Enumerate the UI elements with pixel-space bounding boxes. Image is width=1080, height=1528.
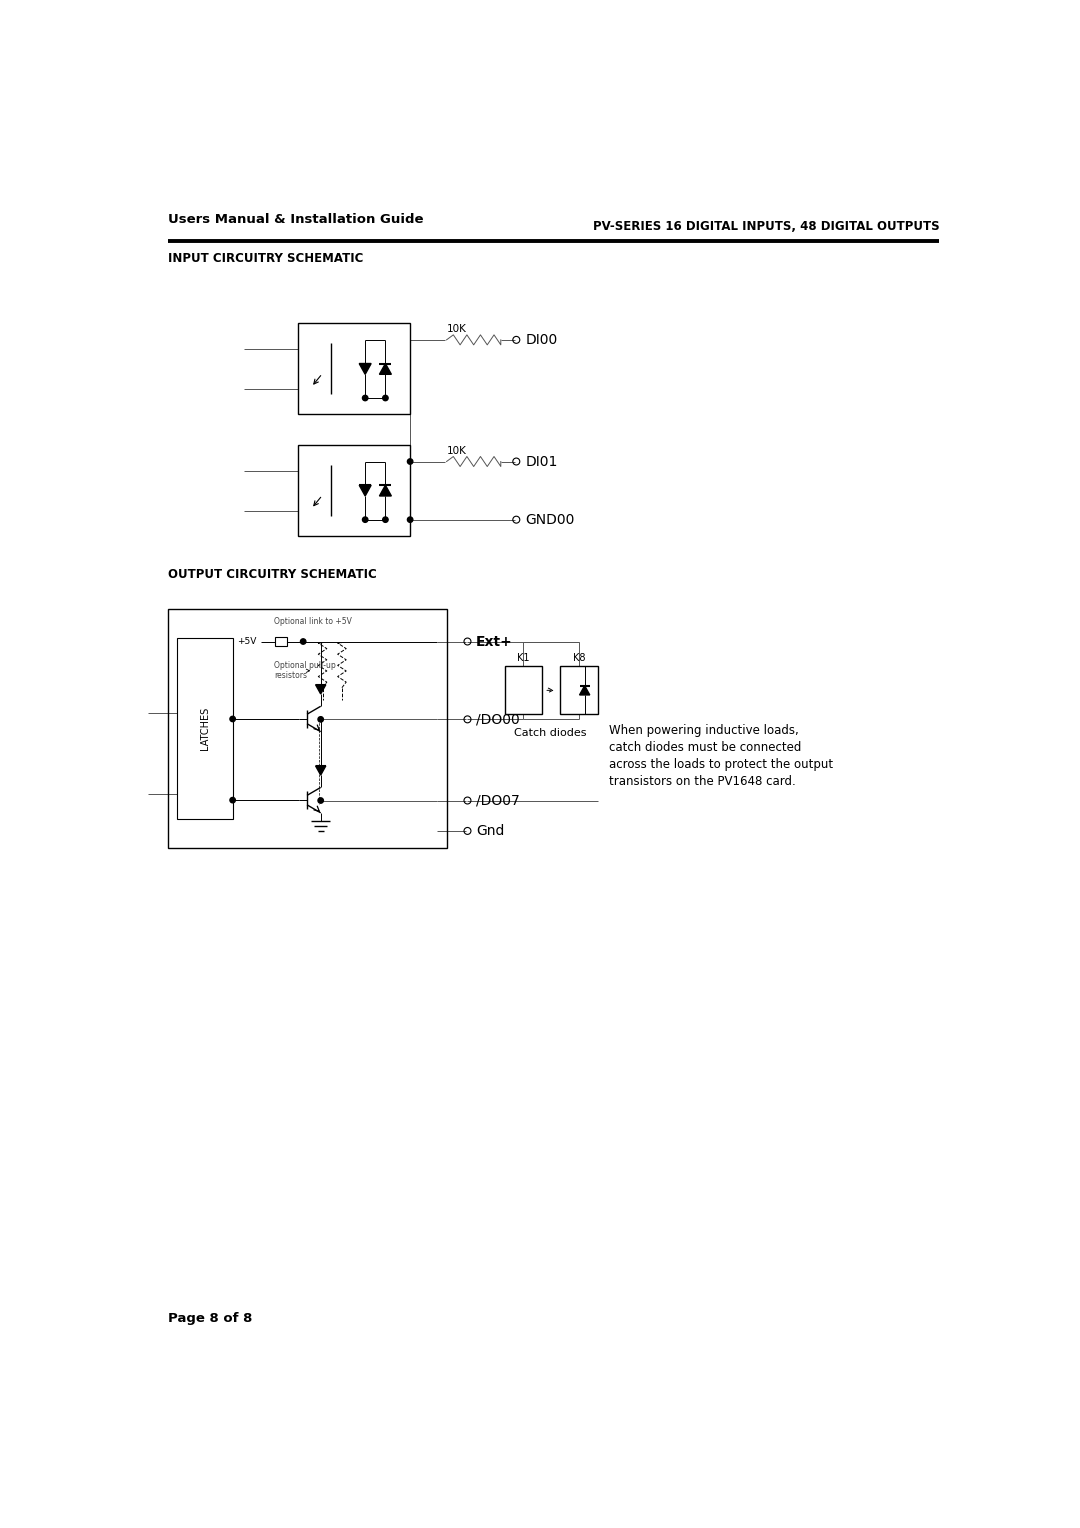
Bar [504, 666, 542, 714]
Circle shape [318, 717, 323, 723]
Text: Optional pull-up
resistors: Optional pull-up resistors [274, 662, 336, 680]
Text: Optional link to +5V: Optional link to +5V [273, 617, 352, 626]
Circle shape [230, 798, 235, 802]
Text: K8: K8 [572, 652, 585, 663]
Text: OUTPUT CIRCUITRY SCHEMATIC: OUTPUT CIRCUITRY SCHEMATIC [167, 568, 376, 581]
Text: 10K: 10K [446, 324, 467, 335]
Polygon shape [379, 486, 391, 497]
Polygon shape [360, 486, 372, 497]
Polygon shape [580, 686, 590, 695]
Text: /DO00: /DO00 [476, 712, 519, 726]
Bar [298, 445, 410, 536]
Circle shape [318, 798, 323, 804]
Text: DI01: DI01 [526, 454, 558, 469]
Circle shape [407, 516, 413, 523]
Text: Catch diodes: Catch diodes [514, 727, 586, 738]
Circle shape [230, 717, 235, 721]
Circle shape [407, 458, 413, 465]
Text: Users Manual & Installation Guide: Users Manual & Installation Guide [167, 214, 423, 226]
Circle shape [382, 516, 388, 523]
Text: 10K: 10K [446, 446, 467, 457]
Circle shape [363, 516, 368, 523]
Text: Gnd: Gnd [476, 824, 504, 837]
Text: LATCHES: LATCHES [200, 707, 210, 750]
Bar [274, 637, 287, 646]
Text: +5V: +5V [238, 637, 257, 646]
Text: When powering inductive loads,
catch diodes must be connected
across the loads t: When powering inductive loads, catch dio… [609, 724, 834, 788]
Text: DI00: DI00 [526, 333, 558, 347]
Text: Ext+: Ext+ [476, 634, 513, 648]
Text: Page 8 of 8: Page 8 of 8 [167, 1313, 252, 1325]
Polygon shape [360, 364, 372, 374]
Polygon shape [379, 364, 391, 374]
Circle shape [363, 396, 368, 400]
Polygon shape [315, 685, 326, 694]
Text: /DO07: /DO07 [476, 793, 519, 807]
Bar [561, 666, 597, 714]
Bar [177, 639, 232, 819]
Text: INPUT CIRCUITRY SCHEMATIC: INPUT CIRCUITRY SCHEMATIC [167, 252, 363, 264]
Bar [298, 324, 410, 414]
Circle shape [382, 396, 388, 400]
Bar [167, 610, 446, 848]
Polygon shape [315, 766, 326, 775]
Circle shape [300, 639, 306, 645]
Text: GND00: GND00 [526, 513, 575, 527]
Text: PV-SERIES 16 DIGITAL INPUTS, 48 DIGITAL OUTPUTS: PV-SERIES 16 DIGITAL INPUTS, 48 DIGITAL … [593, 220, 940, 232]
Text: K1: K1 [517, 652, 529, 663]
